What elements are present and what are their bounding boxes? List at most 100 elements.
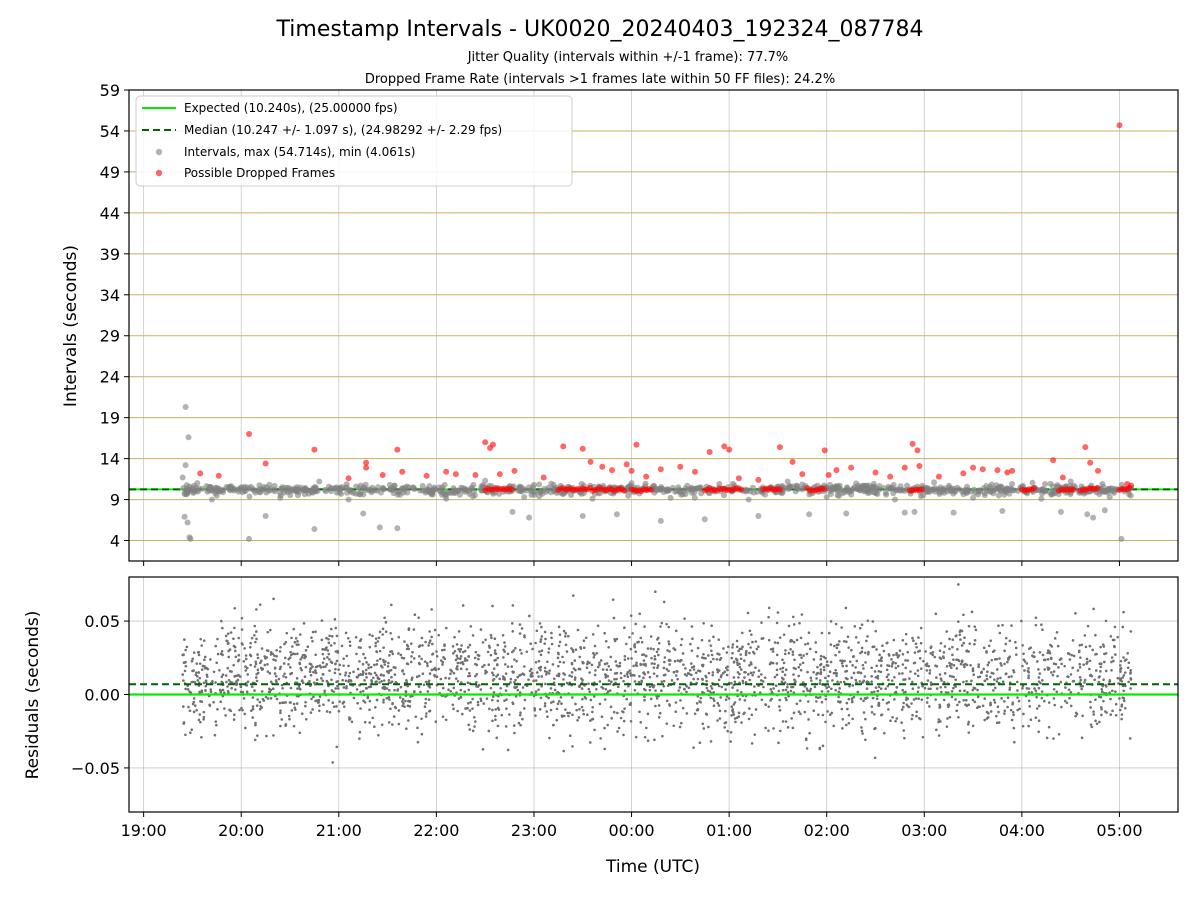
residual-point bbox=[1111, 689, 1114, 693]
residual-point bbox=[227, 649, 230, 653]
residual-point bbox=[801, 661, 805, 665]
residual-point bbox=[716, 669, 720, 673]
residual-point bbox=[665, 699, 669, 703]
residual-point bbox=[519, 673, 522, 677]
residual-point bbox=[530, 671, 534, 675]
legend-dropped-swatch bbox=[155, 169, 163, 177]
residual-point bbox=[454, 658, 458, 662]
residual-point bbox=[739, 653, 742, 656]
dropped-frame-point bbox=[482, 439, 489, 446]
residual-point bbox=[677, 689, 680, 692]
residual-point bbox=[751, 650, 755, 654]
residual-point bbox=[579, 647, 583, 650]
residual-point bbox=[649, 647, 653, 650]
residual-point bbox=[401, 704, 404, 708]
residual-point bbox=[767, 606, 771, 610]
residual-point bbox=[690, 625, 694, 628]
residual-point bbox=[780, 680, 784, 684]
residual-point bbox=[1037, 686, 1041, 690]
residual-point bbox=[1004, 636, 1008, 640]
residual-point bbox=[501, 633, 505, 637]
residual-point bbox=[848, 684, 851, 688]
interval-point bbox=[716, 481, 723, 488]
residual-point bbox=[874, 726, 877, 730]
residual-point bbox=[707, 671, 711, 675]
residual-point bbox=[904, 666, 908, 670]
residual-point bbox=[195, 671, 198, 674]
residual-point bbox=[235, 682, 239, 686]
residual-point bbox=[511, 630, 515, 633]
interval-point bbox=[246, 535, 253, 542]
residual-point bbox=[593, 728, 596, 732]
interval-point bbox=[925, 488, 932, 495]
residual-point bbox=[564, 643, 568, 647]
residual-point bbox=[943, 672, 947, 675]
residual-point bbox=[290, 671, 294, 675]
residual-point bbox=[531, 647, 534, 651]
residual-point bbox=[730, 656, 734, 660]
residual-point bbox=[1126, 666, 1130, 670]
dropped-frame-point bbox=[1004, 469, 1011, 476]
legend-expected-label: Expected (10.240s), (25.00000 fps) bbox=[184, 101, 398, 115]
residual-point bbox=[401, 700, 404, 703]
residual-point bbox=[534, 690, 538, 693]
residual-point bbox=[309, 711, 313, 714]
residual-point bbox=[757, 675, 761, 679]
residual-point bbox=[634, 663, 638, 667]
residual-point bbox=[659, 625, 662, 628]
interval-point bbox=[1118, 535, 1125, 542]
residual-point bbox=[244, 657, 248, 661]
residual-point bbox=[460, 644, 463, 647]
residual-point bbox=[880, 656, 883, 659]
residual-point bbox=[523, 665, 526, 668]
residual-point bbox=[759, 679, 763, 682]
residual-point bbox=[970, 610, 974, 614]
residual-point bbox=[195, 708, 198, 712]
residual-point bbox=[724, 688, 727, 691]
residual-point bbox=[732, 661, 736, 664]
residual-point bbox=[912, 698, 916, 701]
residual-point bbox=[1041, 653, 1045, 657]
residual-point bbox=[799, 653, 802, 657]
residual-point bbox=[623, 674, 626, 678]
residual-point bbox=[615, 671, 619, 675]
interval-point bbox=[246, 493, 253, 500]
residual-point bbox=[556, 656, 560, 660]
residual-point bbox=[963, 636, 966, 640]
residual-point bbox=[504, 672, 508, 675]
residual-point bbox=[1004, 672, 1008, 676]
residual-point bbox=[1059, 657, 1063, 660]
residual-point bbox=[289, 650, 292, 654]
residual-point bbox=[806, 700, 810, 703]
residual-point bbox=[731, 651, 734, 655]
residual-point bbox=[387, 678, 391, 682]
residual-point bbox=[388, 698, 391, 701]
residual-point bbox=[358, 660, 361, 663]
residual-point bbox=[1037, 676, 1041, 679]
residual-point bbox=[374, 705, 377, 709]
residual-point bbox=[855, 659, 859, 663]
residual-point bbox=[430, 608, 433, 611]
residual-point bbox=[468, 674, 472, 678]
residual-point bbox=[954, 685, 957, 688]
residual-point bbox=[1112, 638, 1116, 642]
residual-point bbox=[234, 688, 237, 691]
residual-point bbox=[304, 704, 307, 708]
residual-point bbox=[862, 699, 865, 703]
residual-point bbox=[1003, 712, 1006, 715]
residual-point bbox=[725, 695, 729, 698]
residual-point bbox=[500, 713, 504, 717]
residual-point bbox=[773, 675, 777, 679]
residual-point bbox=[736, 670, 740, 674]
residual-point bbox=[348, 671, 352, 675]
residual-point bbox=[689, 662, 693, 665]
residual-point bbox=[457, 630, 461, 633]
residual-point bbox=[530, 691, 534, 694]
residual-point bbox=[237, 658, 241, 662]
residual-point bbox=[749, 661, 753, 664]
x-tick-label: 21:00 bbox=[316, 821, 362, 840]
residual-point bbox=[937, 718, 941, 721]
residual-point bbox=[193, 681, 197, 684]
dropped-frame-point bbox=[916, 462, 923, 469]
residual-point bbox=[1027, 674, 1030, 677]
